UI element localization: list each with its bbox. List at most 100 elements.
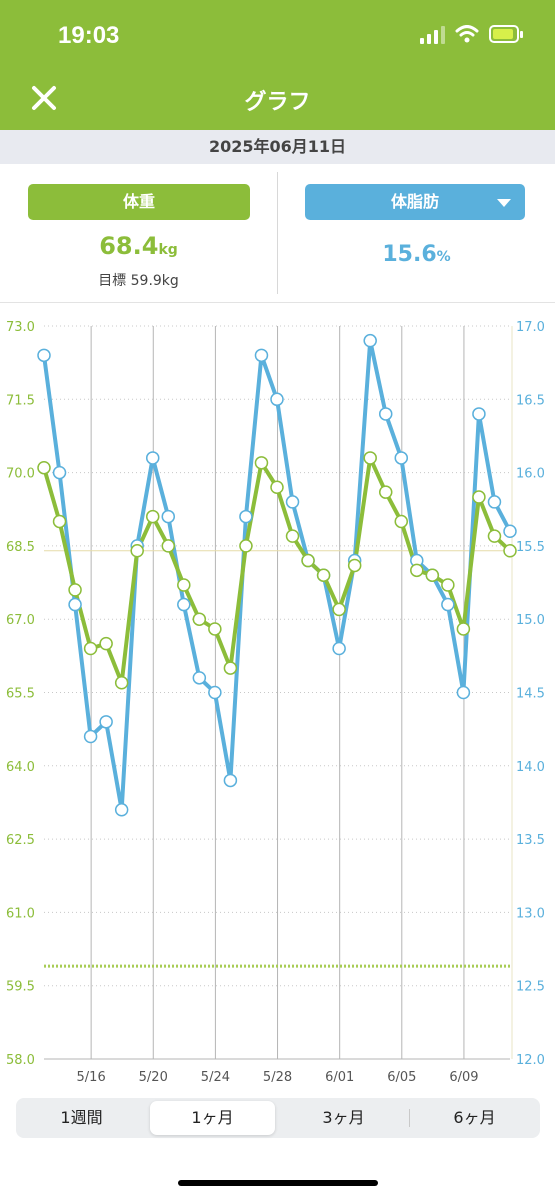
left-axis-tick: 64.0 [6, 760, 35, 775]
right-axis-tick: 12.0 [516, 1053, 545, 1068]
weight-tab-button[interactable]: 体重 [28, 184, 250, 220]
panel-bottom-line [0, 302, 555, 303]
left-axis-tick: 62.5 [6, 833, 35, 848]
weight-point [301, 553, 315, 568]
bodyfat-point [472, 407, 486, 421]
weight-point [472, 490, 486, 504]
home-indicator [178, 1180, 378, 1186]
bodyfat-point [208, 685, 222, 700]
weight-number: 68.4 [99, 232, 159, 260]
period-separator [409, 1109, 410, 1127]
weight-bodyfat-chart[interactable]: 5/16 5/20 5/24 5/28 6/01 6/05 6/09 58.0 59.5 61.0… [0, 310, 555, 1090]
bodyfat-point [487, 495, 502, 509]
right-axis-tick: 14.5 [516, 687, 545, 702]
weight-point [177, 578, 191, 592]
left-axis-tick: 70.0 [6, 467, 35, 482]
battery-icon [489, 25, 523, 43]
weight-point [99, 636, 113, 651]
close-icon [32, 86, 56, 110]
right-axis-tick: 13.5 [516, 833, 545, 848]
bodyfat-label: 体脂肪 [390, 192, 439, 211]
bodyfat-point [145, 451, 160, 465]
period-tab-1[interactable]: 1ヶ月 [150, 1101, 275, 1135]
bodyfat-panel: 体脂肪 15.6% [278, 164, 555, 302]
weight-point [145, 509, 160, 524]
bodyfat-point [456, 685, 471, 700]
right-axis-tick: 15.5 [516, 540, 545, 555]
weight-point [254, 456, 269, 470]
weight-point [441, 578, 455, 592]
period-tab-2[interactable]: 3ヶ月 [322, 1108, 365, 1127]
bodyfat-point [254, 348, 269, 363]
bodyfat-point [332, 641, 346, 656]
close-button[interactable] [26, 80, 62, 116]
weight-point [208, 622, 222, 636]
weight-point [456, 622, 471, 636]
right-axis-tick: 14.0 [516, 760, 545, 775]
bodyfat-point [114, 803, 129, 817]
bodyfat-value: 15.6% [278, 242, 555, 267]
bodyfat-point [270, 392, 284, 407]
x-tick-label: 5/24 [201, 1070, 230, 1085]
weight-point [68, 583, 82, 597]
left-axis-tick: 71.5 [6, 393, 35, 408]
weight-point [363, 451, 377, 465]
bodyfat-dropdown-button[interactable]: 体脂肪 [305, 184, 525, 220]
page-title: グラフ [244, 90, 311, 115]
bodyfat-number: 15.6 [382, 242, 437, 267]
bodyfat-point [239, 509, 253, 524]
weight-point [332, 602, 346, 617]
bodyfat-point [378, 407, 393, 421]
weight-panel: 体重 68.4kg 目標 59.9kg [0, 164, 277, 302]
weight-point [394, 514, 409, 529]
left-axis-tick: 67.0 [6, 613, 35, 628]
left-axis-tick: 65.5 [6, 687, 35, 702]
left-axis-tick: 58.0 [6, 1053, 35, 1068]
left-axis-tick: 68.5 [6, 540, 35, 555]
x-tick-label: 6/01 [325, 1070, 354, 1085]
weight-point [130, 544, 144, 558]
right-axis-tick: 13.0 [516, 906, 545, 921]
wifi-icon [455, 25, 479, 43]
weight-goal: 目標 59.9kg [98, 273, 179, 289]
bodyfat-point [503, 524, 517, 538]
weight-unit: kg [158, 242, 178, 258]
weight-point [223, 661, 238, 675]
status-time: 19:03 [58, 22, 120, 49]
weight-point [52, 514, 67, 529]
signal-icon [420, 24, 445, 44]
bodyfat-series-line [42, 338, 512, 812]
bodyfat-point [441, 597, 455, 612]
bodyfat-point [177, 597, 191, 612]
bodyfat-point [37, 348, 51, 363]
bodyfat-point [363, 333, 377, 348]
top-bar: 19:03 グラフ [0, 0, 555, 130]
weight-point [410, 563, 424, 578]
weight-point [487, 529, 502, 543]
period-tab-0[interactable]: 1週間 [60, 1108, 103, 1127]
weight-value: 68.4kg [0, 232, 277, 260]
weight-point [378, 485, 393, 499]
weight-point [425, 568, 440, 582]
weight-point [503, 544, 517, 558]
weight-point [83, 641, 98, 656]
left-axis-tick: 59.5 [6, 980, 35, 995]
x-tick-label: 6/05 [387, 1070, 416, 1085]
right-axis-tick: 16.5 [516, 393, 545, 408]
x-tick-label: 5/20 [139, 1070, 168, 1085]
period-selector: 1週間 1ヶ月 3ヶ月 6ヶ月 [16, 1098, 540, 1138]
bodyfat-point [394, 451, 409, 465]
left-axis-tick: 73.0 [6, 320, 35, 335]
bodyfat-point [161, 509, 176, 524]
weight-point [161, 539, 176, 553]
panel-divider [277, 172, 278, 294]
bodyfat-point [68, 597, 82, 612]
period-tab-3[interactable]: 6ヶ月 [453, 1108, 496, 1127]
bodyfat-point [285, 495, 300, 509]
left-axis-tick: 61.0 [6, 906, 35, 921]
right-axis-tick: 16.0 [516, 467, 545, 482]
x-tick-label: 5/28 [263, 1070, 292, 1085]
status-icons [420, 24, 523, 44]
bodyfat-point [83, 729, 98, 744]
right-axis-tick: 17.0 [516, 320, 545, 335]
